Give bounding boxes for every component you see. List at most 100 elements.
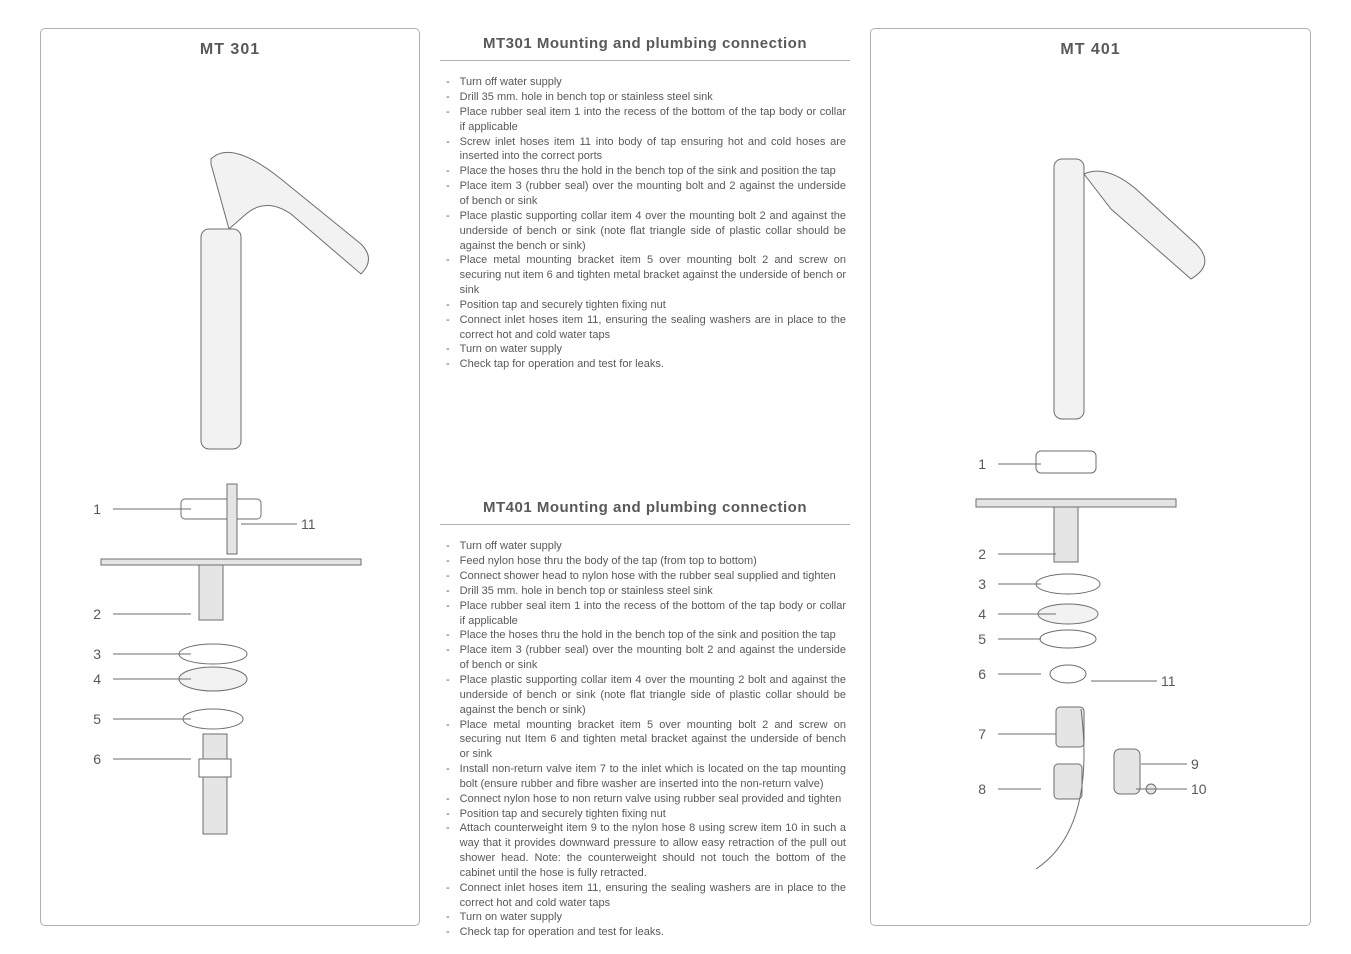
dash-icon: - [444,313,460,343]
instruction-text: Place item 3 (rubber seal) over the moun… [460,643,846,673]
dash-icon: - [444,673,460,718]
callout-label: 1 [978,456,986,472]
instruction-item: -Turn on water supply [444,342,846,357]
callout-label: 8 [978,781,986,797]
instruction-item: -Place the hoses thru the hold in the be… [444,628,846,643]
callout-label: 3 [978,576,986,592]
dash-icon: - [444,135,460,165]
callout-label: 3 [93,646,101,662]
instruction-item: -Place plastic supporting collar item 4 … [444,209,846,254]
instruction-text: Drill 35 mm. hole in bench top or stainl… [460,90,846,105]
callout-label: 10 [1191,781,1207,797]
dash-icon: - [444,554,460,569]
dash-icon: - [444,298,460,313]
callout-label: 4 [978,606,986,622]
callout-label: 2 [978,546,986,562]
dash-icon: - [444,539,460,554]
page: MT 301 [0,0,1351,954]
instruction-text: Turn on water supply [460,910,846,925]
dash-icon: - [444,357,460,372]
instruction-item: -Turn off water supply [444,75,846,90]
dash-icon: - [444,90,460,105]
instruction-item: -Turn on water supply [444,910,846,925]
instruction-text: Check tap for operation and test for lea… [460,357,846,372]
callout-label: 1 [93,501,101,517]
instruction-item: -Connect nylon hose to non return valve … [444,792,846,807]
callout-label: 2 [93,606,101,622]
dash-icon: - [444,821,460,880]
left-column: MT 301 [0,0,430,954]
instruction-text: Connect inlet hoses item 11, ensuring th… [460,881,846,911]
dash-icon: - [444,584,460,599]
instruction-item: -Check tap for operation and test for le… [444,925,846,940]
instruction-text: Turn off water supply [460,539,846,554]
instruction-text: Connect inlet hoses item 11, ensuring th… [460,313,846,343]
instruction-text: Place metal mounting bracket item 5 over… [460,253,846,298]
instruction-text: Position tap and securely tighten fixing… [460,807,846,822]
instruction-text: Connect nylon hose to non return valve u… [460,792,846,807]
dash-icon: - [444,164,460,179]
middle-column: MT301 Mounting and plumbing connection -… [430,0,860,954]
right-frame: MT 401 [870,28,1311,926]
instruction-item: -Check tap for operation and test for le… [444,357,846,372]
instruction-text: Place rubber seal item 1 into the recess… [460,105,846,135]
instruction-text: Drill 35 mm. hole in bench top or stainl… [460,584,846,599]
instruction-item: -Position tap and securely tighten fixin… [444,298,846,313]
dash-icon: - [444,792,460,807]
dash-icon: - [444,209,460,254]
instruction-text: Connect shower head to nylon hose with t… [460,569,846,584]
dash-icon: - [444,718,460,763]
section2-heading: MT401 Mounting and plumbing connection [440,492,850,525]
dash-icon: - [444,807,460,822]
instruction-item: -Place metal mounting bracket item 5 ove… [444,718,846,763]
dash-icon: - [444,569,460,584]
instruction-item: -Attach counterweight item 9 to the nylo… [444,821,846,880]
instruction-text: Turn on water supply [460,342,846,357]
dash-icon: - [444,253,460,298]
callout-label: 6 [978,666,986,682]
callout-label: 4 [93,671,101,687]
callout-label: 11 [1161,673,1176,689]
dash-icon: - [444,881,460,911]
instruction-item: -Place the hoses thru the hold in the be… [444,164,846,179]
callout-label: 11 [301,516,316,532]
mt301-diagram: 11123456 [41,69,419,925]
dash-icon: - [444,762,460,792]
instruction-text: Place plastic supporting collar item 4 o… [460,673,846,718]
instruction-text: Place plastic supporting collar item 4 o… [460,209,846,254]
instruction-item: -Place metal mounting bracket item 5 ove… [444,253,846,298]
left-title: MT 301 [41,39,419,61]
section1-heading: MT301 Mounting and plumbing connection [440,28,850,61]
dash-icon: - [444,599,460,629]
spacer [440,372,850,492]
callout-label: 5 [978,631,986,647]
callout-label: 9 [1191,756,1199,772]
left-frame: MT 301 [40,28,420,926]
instruction-text: Turn off water supply [460,75,846,90]
instruction-item: -Connect shower head to nylon hose with … [444,569,846,584]
instruction-text: Install non-return valve item 7 to the i… [460,762,846,792]
instruction-item: -Connect inlet hoses item 11, ensuring t… [444,313,846,343]
instruction-item: -Place item 3 (rubber seal) over the mou… [444,179,846,209]
instruction-item: -Drill 35 mm. hole in bench top or stain… [444,584,846,599]
middle-inner: MT301 Mounting and plumbing connection -… [440,28,850,926]
section2-instructions: -Turn off water supply-Feed nylon hose t… [440,539,850,940]
instruction-item: -Place item 3 (rubber seal) over the mou… [444,643,846,673]
instruction-item: -Feed nylon hose thru the body of the ta… [444,554,846,569]
right-column: MT 401 [860,0,1351,954]
instruction-text: Place rubber seal item 1 into the recess… [460,599,846,629]
instruction-item: -Place rubber seal item 1 into the reces… [444,599,846,629]
instruction-item: -Turn off water supply [444,539,846,554]
instruction-item: -Drill 35 mm. hole in bench top or stain… [444,90,846,105]
section1-instructions: -Turn off water supply-Drill 35 mm. hole… [440,75,850,372]
dash-icon: - [444,628,460,643]
instruction-text: Check tap for operation and test for lea… [460,925,846,940]
callout-label: 5 [93,711,101,727]
instruction-text: Screw inlet hoses item 11 into body of t… [460,135,846,165]
instruction-item: -Connect inlet hoses item 11, ensuring t… [444,881,846,911]
instruction-text: Place the hoses thru the hold in the ben… [460,164,846,179]
dash-icon: - [444,75,460,90]
instruction-text: Feed nylon hose thru the body of the tap… [460,554,846,569]
instruction-item: -Install non-return valve item 7 to the … [444,762,846,792]
instruction-item: -Place plastic supporting collar item 4 … [444,673,846,718]
